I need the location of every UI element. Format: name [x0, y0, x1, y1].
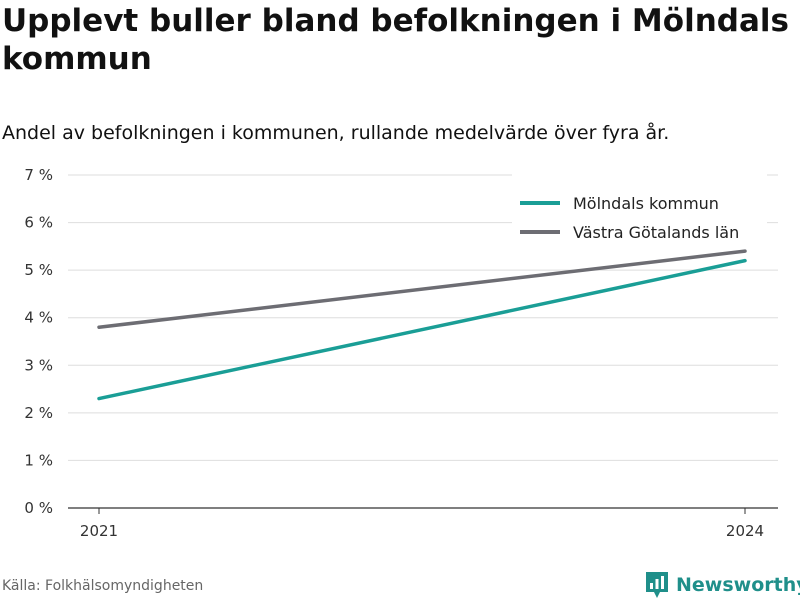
- brand-name: Newsworthy: [676, 574, 800, 596]
- y-tick-label: 7 %: [24, 166, 53, 184]
- chart-title: Upplevt buller bland befolkningen i Möln…: [2, 3, 789, 77]
- legend: Mölndals kommun Västra Götalands län: [512, 170, 767, 242]
- source-note: Källa: Folkhälsomyndigheten: [2, 578, 204, 594]
- y-tick-label: 6 %: [24, 214, 53, 232]
- newsworthy-logo-icon: [646, 572, 668, 598]
- y-tick-label: 3 %: [24, 356, 53, 374]
- series-lines: [97, 249, 747, 401]
- series-line: [97, 258, 747, 401]
- brand: Newsworthy: [644, 570, 800, 600]
- legend-label: Västra Götalands län: [573, 223, 739, 242]
- y-tick-label: 2 %: [24, 404, 53, 422]
- legend-label: Mölndals kommun: [573, 194, 719, 213]
- y-tick-label: 5 %: [24, 261, 53, 279]
- x-tick-label: 2021: [80, 522, 118, 540]
- series-line: [97, 249, 747, 329]
- axes: 0 % 1 % 2 % 3 % 4 % 5 % 6 % 7 % 2021 2024: [24, 166, 778, 540]
- line-chart: 0 % 1 % 2 % 3 % 4 % 5 % 6 % 7 % 2021 2024 Mölndal…: [24, 166, 778, 540]
- y-tick-label: 0 %: [24, 499, 53, 517]
- x-tick-label: 2024: [726, 522, 764, 540]
- y-tick-label: 1 %: [24, 451, 53, 469]
- chart-subtitle: Andel av befolkningen i kommunen, rullan…: [2, 122, 670, 144]
- y-tick-label: 4 %: [24, 309, 53, 327]
